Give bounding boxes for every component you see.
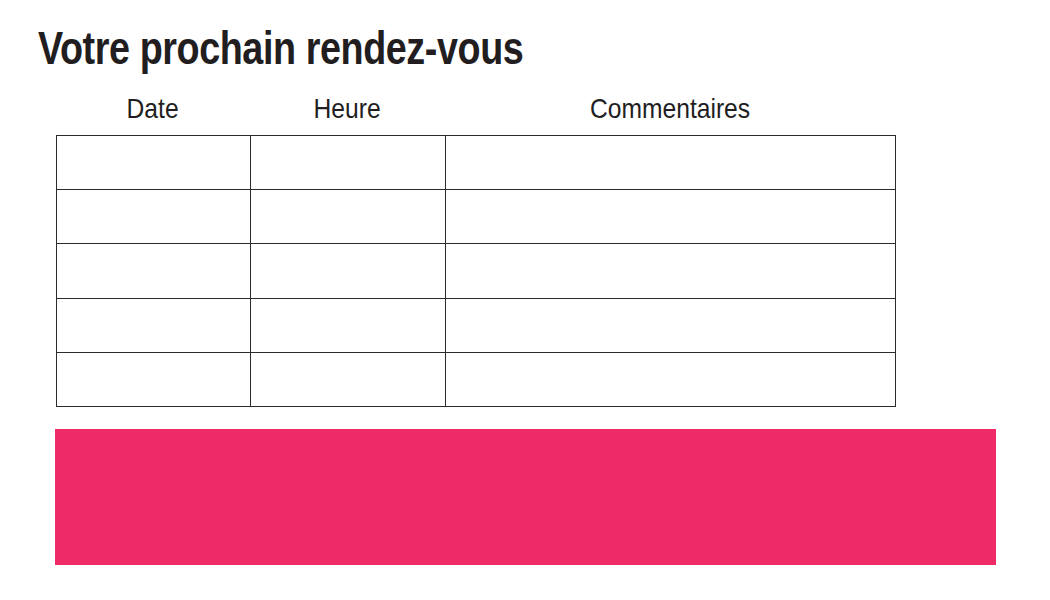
table-cell[interactable] [57, 298, 251, 352]
table-row [57, 136, 896, 190]
column-header-date-cell: Date [56, 91, 250, 127]
column-header-commentaires-cell: Commentaires [445, 91, 895, 127]
column-header-heure: Heure [314, 93, 381, 125]
table-cell[interactable] [446, 352, 896, 406]
table-row [57, 190, 896, 244]
accent-bar [55, 429, 996, 565]
table-cell[interactable] [251, 352, 446, 406]
table-row [57, 244, 896, 298]
table-column-headers: Date Heure Commentaires [56, 91, 895, 127]
table-cell[interactable] [251, 136, 446, 190]
table-cell[interactable] [57, 352, 251, 406]
table-cell[interactable] [446, 298, 896, 352]
table-cell[interactable] [251, 244, 446, 298]
slide-canvas: Votre prochain rendez-vous Date Heure Co… [0, 0, 1050, 600]
table-cell[interactable] [446, 190, 896, 244]
page-title: Votre prochain rendez-vous [38, 24, 523, 72]
table-cell[interactable] [251, 190, 446, 244]
column-header-heure-cell: Heure [250, 91, 445, 127]
table-row [57, 298, 896, 352]
table-cell[interactable] [57, 190, 251, 244]
column-header-commentaires: Commentaires [590, 93, 750, 125]
table-cell[interactable] [251, 298, 446, 352]
appointments-table [56, 135, 896, 407]
table-cell[interactable] [57, 244, 251, 298]
column-header-date: Date [127, 93, 179, 125]
table-cell[interactable] [57, 136, 251, 190]
table-cell[interactable] [446, 244, 896, 298]
table-row [57, 352, 896, 406]
appointments-table-body [57, 136, 896, 407]
table-cell[interactable] [446, 136, 896, 190]
